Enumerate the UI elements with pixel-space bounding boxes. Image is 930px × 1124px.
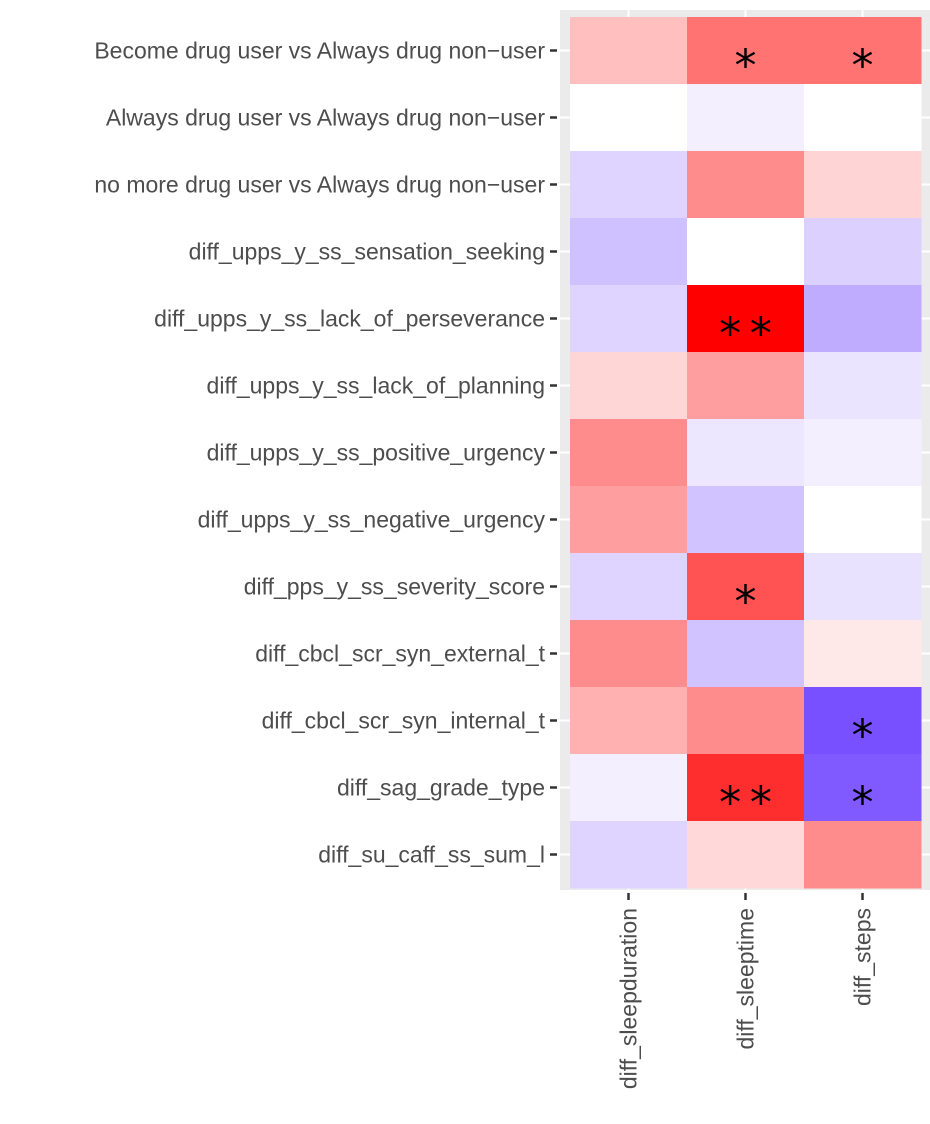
significance-star-label: * xyxy=(852,41,874,92)
x-axis: diff_sleepduration diff_sleeptime diff_ste… xyxy=(616,893,876,1089)
heatmap-cell xyxy=(687,84,805,152)
significance-star-label: * xyxy=(735,577,757,628)
heatmap-cell xyxy=(570,17,688,85)
y-tick-label: diff_upps_y_ss_lack_of_planning xyxy=(207,373,545,399)
y-tick-label: diff_su_caff_ss_sum_l xyxy=(318,842,545,868)
y-axis: Become drug user vs Always drug non−user… xyxy=(94,38,557,868)
heatmap-cell xyxy=(570,553,688,621)
heatmap-cell xyxy=(687,218,805,286)
y-tick-label: Become drug user vs Always drug non−user xyxy=(94,38,545,64)
heatmap-cell xyxy=(687,687,805,755)
heatmap-cell xyxy=(804,687,922,755)
heatmap-cell xyxy=(804,754,922,822)
y-tick-label: no more drug user vs Always drug non−use… xyxy=(94,172,545,198)
heatmap-cell xyxy=(804,17,922,85)
heatmap-cell xyxy=(804,218,922,286)
significance-star-label: * * xyxy=(719,778,772,829)
significance-star-label: * xyxy=(852,711,874,762)
heatmap-cell xyxy=(804,486,922,554)
heatmap-cell xyxy=(687,17,805,85)
heatmap-cell xyxy=(804,151,922,219)
significance-star-label: * * xyxy=(719,309,772,360)
y-tick-label: Always drug user vs Always drug non−user xyxy=(106,105,545,131)
y-tick-label: diff_cbcl_scr_syn_internal_t xyxy=(262,708,546,734)
heatmap-cell xyxy=(804,352,922,420)
heatmap-cell xyxy=(804,285,922,353)
heatmap-cell xyxy=(570,486,688,554)
y-tick-label: diff_upps_y_ss_negative_urgency xyxy=(198,507,546,533)
heatmap-cell xyxy=(687,486,805,554)
heatmap-cell xyxy=(687,754,805,822)
heatmap-cell xyxy=(804,553,922,621)
heatmap-cell xyxy=(804,620,922,688)
significance-stars: * * * * * * * * * xyxy=(719,41,873,829)
y-tick-label: diff_upps_y_ss_positive_urgency xyxy=(207,440,546,466)
x-tick-label: diff_steps xyxy=(850,908,876,1006)
heatmap-cell xyxy=(570,352,688,420)
y-tick-label: diff_sag_grade_type xyxy=(337,775,545,801)
significance-star-label: * xyxy=(852,778,874,829)
heatmap-cell xyxy=(687,352,805,420)
heatmap-cell xyxy=(687,151,805,219)
y-tick-label: diff_pps_y_ss_severity_score xyxy=(244,574,545,600)
heatmap-cell xyxy=(570,419,688,487)
heatmap-cell xyxy=(570,620,688,688)
heatmap-cell xyxy=(687,553,805,621)
heatmap-cell xyxy=(804,821,922,889)
heatmap-cell xyxy=(570,687,688,755)
significance-star-label: * xyxy=(735,41,757,92)
heatmap-cell xyxy=(570,821,688,889)
y-tick-label: diff_upps_y_ss_lack_of_perseverance xyxy=(154,306,545,332)
heatmap-cell xyxy=(687,821,805,889)
heatmap-cell xyxy=(570,218,688,286)
y-tick-label: diff_upps_y_ss_sensation_seeking xyxy=(189,239,545,265)
heatmap-cell xyxy=(570,754,688,822)
heatmap-cell xyxy=(687,285,805,353)
heatmap-cell xyxy=(570,84,688,152)
heatmap-cell xyxy=(804,84,922,152)
heatmap-cell xyxy=(687,419,805,487)
x-tick-label: diff_sleepduration xyxy=(616,908,642,1089)
heatmap-cells xyxy=(570,17,922,889)
heatmap-cell xyxy=(570,151,688,219)
heatmap-cell xyxy=(570,285,688,353)
x-tick-label: diff_sleeptime xyxy=(733,908,759,1050)
y-tick-label: diff_cbcl_scr_syn_external_t xyxy=(255,641,545,667)
heatmap-cell xyxy=(687,620,805,688)
heatmap-cell xyxy=(804,419,922,487)
